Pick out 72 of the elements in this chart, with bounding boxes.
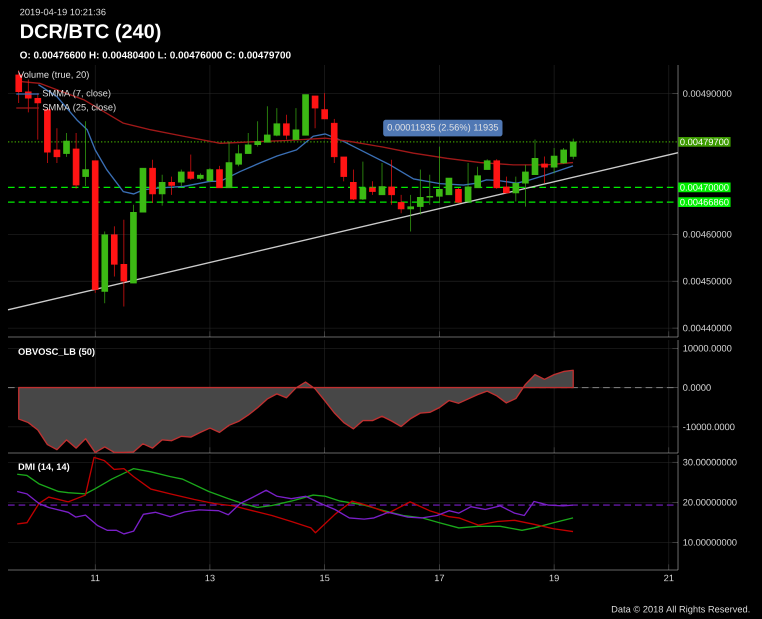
y-tick-label: 0.00460000 [683, 231, 732, 238]
candlestick [292, 108, 300, 140]
candlestick [512, 176, 520, 202]
x-tick-label: 15 [320, 574, 330, 582]
candlestick [283, 114, 290, 140]
candlestick [522, 164, 529, 207]
candlestick [120, 219, 128, 307]
candlestick [541, 156, 548, 184]
candlestick [484, 158, 490, 170]
candlestick [416, 169, 424, 215]
chart-subtitle: O: 0.00476600 H: 0.00480400 L: 0.00476000 C: 0.00479700 [20, 51, 291, 59]
candlestick [369, 180, 376, 196]
candlestick [360, 161, 366, 200]
candlestick [532, 139, 538, 176]
candlestick [436, 146, 443, 204]
candlestick [388, 159, 395, 206]
candlestick [235, 144, 242, 167]
y-tick-label: 20.00000000 [683, 499, 737, 506]
candlestick [398, 194, 404, 214]
x-tick-label: 17 [434, 574, 444, 582]
line-series [38, 84, 574, 195]
ref-line-label: 0.00466860 [680, 198, 729, 206]
line-series [16, 456, 574, 534]
candlestick [54, 128, 60, 164]
candlestick [274, 108, 280, 137]
y-tick-label: -10000.0000 [683, 424, 735, 430]
text: 2019-04-19 10:21:36 [20, 8, 106, 16]
candlestick [216, 165, 223, 188]
candlestick [550, 148, 558, 174]
text: DMI (14, 14) [18, 463, 70, 472]
candlestick [82, 120, 89, 186]
text: Data © 2018 All Rights Reserved. [612, 606, 750, 614]
candlestick [378, 162, 386, 196]
chart-title: DCR/BTC (240) [21, 24, 160, 42]
x-tick-label: 11 [91, 574, 100, 582]
x-tick-label: 21 [664, 574, 674, 582]
candlestick [426, 174, 434, 206]
ref-line-label: 0.00479700 [680, 138, 729, 146]
candlestick [168, 176, 175, 196]
candlestick [446, 178, 452, 196]
y-tick-label: 30.00000000 [683, 458, 737, 466]
candlestick [178, 169, 185, 187]
y-tick-label: 0.00490000 [683, 90, 732, 97]
text: OBVOSC_LB (50) [18, 348, 95, 357]
candlestick [560, 148, 567, 164]
y-tick-label: 0.00440000 [683, 324, 732, 332]
candlestick [340, 156, 348, 182]
candlestick [264, 106, 271, 143]
candlestick [455, 188, 462, 204]
x-tick-label: 19 [550, 574, 559, 582]
y-tick-label: 0.0000 [683, 384, 711, 391]
annotation: 0.00011935 (2.56%) 11935 [388, 124, 498, 132]
candlestick [206, 168, 214, 183]
candlestick [570, 138, 577, 160]
candlestick [407, 194, 414, 232]
y-tick-label: 10.00000000 [683, 539, 737, 546]
y-tick-label: 0.00450000 [683, 278, 732, 284]
candlestick [158, 174, 166, 206]
candlestick [464, 162, 472, 202]
candlestick [188, 154, 194, 180]
candlestick [63, 132, 70, 158]
x-tick-label: 13 [205, 574, 215, 582]
candlestick [321, 92, 328, 120]
ref-line-label: 0.00470000 [680, 184, 729, 191]
candlestick [254, 120, 262, 147]
candlestick [312, 96, 318, 129]
candlestick [34, 92, 42, 140]
candlestick [474, 166, 481, 188]
candlestick [350, 169, 357, 200]
candlestick [244, 132, 252, 154]
candlestick [503, 176, 510, 194]
y-tick-label: 10000.0000 [683, 344, 732, 352]
